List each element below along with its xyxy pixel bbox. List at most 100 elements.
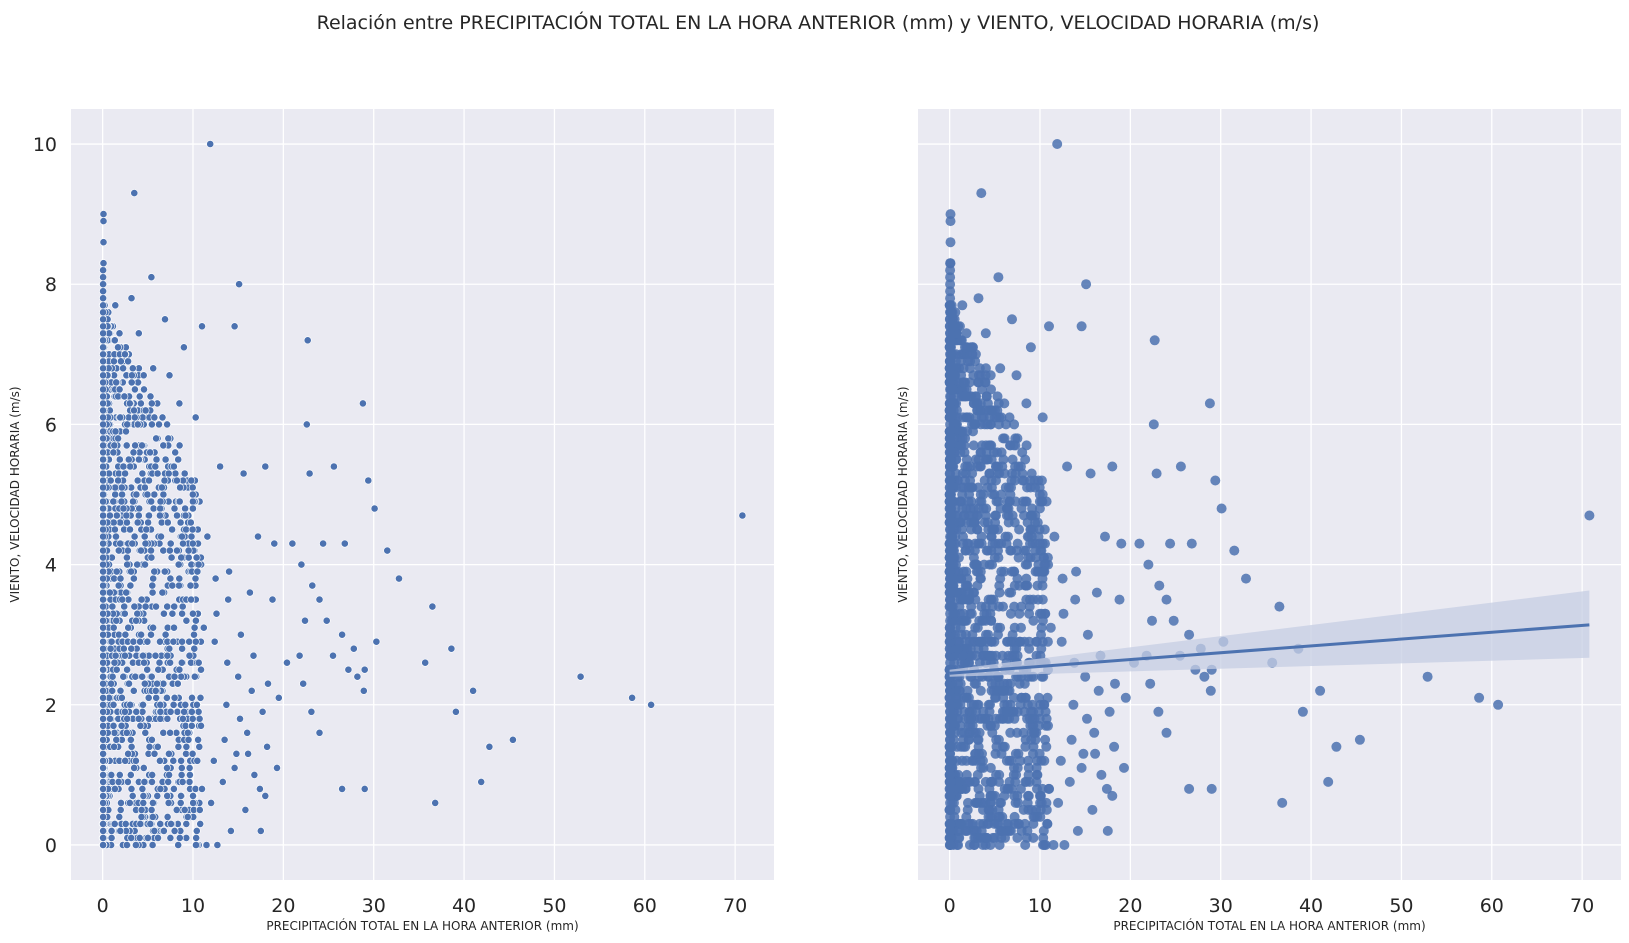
data-point xyxy=(140,385,148,394)
data-point xyxy=(963,496,974,507)
data-point xyxy=(945,496,956,507)
data-point xyxy=(111,525,119,534)
data-point xyxy=(99,399,107,408)
data-point xyxy=(166,574,175,583)
data-point xyxy=(1034,503,1045,514)
data-point xyxy=(138,672,147,681)
data-point xyxy=(1048,840,1059,850)
data-point xyxy=(185,778,194,786)
data-point xyxy=(945,503,956,514)
data-point xyxy=(969,545,980,556)
data-point xyxy=(123,665,131,674)
data-point xyxy=(123,841,131,849)
data-point xyxy=(180,707,188,716)
data-point xyxy=(991,713,1001,724)
data-point xyxy=(140,532,149,541)
data-point xyxy=(984,468,995,479)
data-point xyxy=(99,792,107,800)
data-point xyxy=(1078,748,1089,759)
data-point xyxy=(945,594,956,605)
data-point xyxy=(158,413,167,422)
data-point xyxy=(168,609,177,618)
data-point xyxy=(1175,461,1186,472)
data-point xyxy=(99,771,107,779)
data-point xyxy=(151,462,160,471)
data-point xyxy=(1027,510,1038,521)
data-point xyxy=(993,272,1004,283)
data-point xyxy=(164,799,173,807)
data-point xyxy=(175,497,184,506)
data-point xyxy=(987,601,998,612)
data-point xyxy=(133,420,142,429)
data-point xyxy=(1148,419,1159,430)
data-point xyxy=(112,532,120,541)
data-point xyxy=(143,834,152,842)
data-point xyxy=(428,602,437,611)
data-point xyxy=(244,749,252,758)
data-point xyxy=(992,818,1003,829)
data-point xyxy=(953,636,964,647)
data-point xyxy=(163,813,172,821)
data-point xyxy=(110,336,119,345)
data-point xyxy=(114,546,123,555)
data-point xyxy=(1009,419,1020,430)
data-point xyxy=(975,685,986,696)
data-point xyxy=(189,799,197,807)
data-point xyxy=(131,756,140,765)
data-point xyxy=(1033,720,1044,731)
data-point xyxy=(957,426,968,437)
data-point xyxy=(965,363,976,374)
data-point xyxy=(1107,790,1118,801)
data-point xyxy=(1010,433,1021,444)
data-point xyxy=(1033,706,1044,717)
data-point xyxy=(99,588,107,597)
data-point xyxy=(111,427,120,436)
data-point xyxy=(969,419,980,430)
data-point xyxy=(185,771,194,779)
data-point xyxy=(115,385,124,394)
data-point xyxy=(188,504,197,513)
data-point xyxy=(114,778,123,786)
data-point xyxy=(945,468,956,479)
data-point xyxy=(576,672,585,681)
data-point xyxy=(991,741,1002,752)
data-point xyxy=(980,328,991,339)
data-point xyxy=(1034,496,1045,507)
data-point xyxy=(149,574,158,583)
data-point xyxy=(163,714,172,723)
data-point xyxy=(1068,699,1079,710)
data-point xyxy=(99,434,107,443)
data-point xyxy=(147,546,155,555)
data-point xyxy=(148,581,157,590)
data-point xyxy=(1165,538,1176,549)
data-point xyxy=(469,686,477,695)
data-point xyxy=(151,686,160,695)
data-point xyxy=(188,693,196,702)
data-point xyxy=(216,462,224,471)
data-point xyxy=(985,762,996,773)
data-point xyxy=(99,448,107,457)
data-point xyxy=(156,820,165,828)
data-point xyxy=(1297,706,1308,717)
data-point xyxy=(1147,615,1157,626)
data-point xyxy=(107,637,116,646)
data-point xyxy=(180,469,189,478)
data-point xyxy=(150,749,159,758)
data-point xyxy=(119,672,128,681)
data-point xyxy=(207,799,215,807)
data-point xyxy=(153,469,162,478)
data-point xyxy=(116,413,125,422)
data-point xyxy=(137,813,146,821)
data-point xyxy=(111,651,120,660)
data-point xyxy=(145,511,153,520)
data-point xyxy=(187,595,195,604)
data-point xyxy=(99,210,108,218)
data-point xyxy=(249,651,258,660)
data-point xyxy=(110,820,119,828)
data-point xyxy=(166,539,175,548)
data-point xyxy=(170,672,179,681)
data-point xyxy=(329,462,338,471)
data-point xyxy=(945,832,956,843)
y-tick-label: 8 xyxy=(45,274,57,296)
